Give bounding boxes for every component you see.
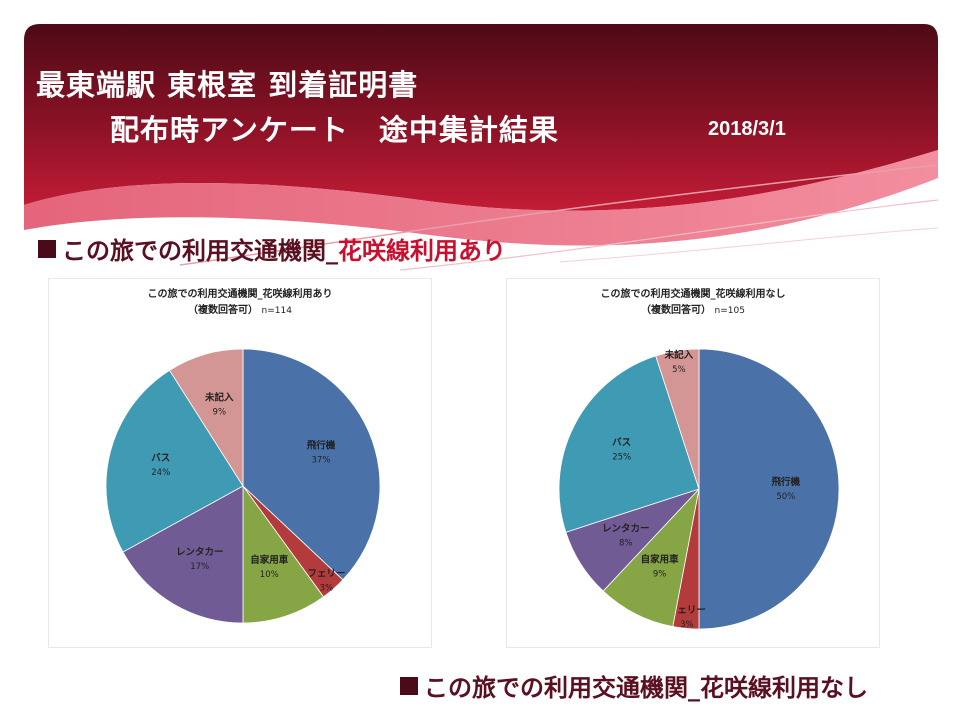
chart-title: この旅での利用交通機関_花咲線利用あり [147,289,333,300]
slice-percent-label: 24% [151,468,170,478]
section-heading-prefix: この旅での利用交通機関_ [62,237,338,265]
section-heading-with-hanasaki: この旅での利用交通機関_花咲線利用あり [38,231,506,266]
slice-label: 自家用車 [641,553,680,565]
chart-subtitle: （複数回答可） [641,305,712,316]
pie-slice-no-answer [655,348,700,490]
slice-label: 未記入 [664,349,694,361]
pie-chart-with-hanasaki: この旅での利用交通機関_花咲線利用あり （複数回答可） n=114 飛行機 37%… [48,278,432,648]
chart-subtitle-row: （複数回答可） n=105 [507,303,879,319]
chart-subtitle-row: （複数回答可） n=114 [49,303,431,319]
slice-percent-label: 9% [213,407,227,417]
slice-label: バス [151,452,170,464]
slice-percent-label: 25% [612,453,631,463]
pie-slice-airplane [698,348,840,630]
pie-slice-private-car [242,484,325,624]
section-heading-text: この旅での利用交通機関_花咲線利用なし [424,674,868,702]
pie-svg: 飛行機 37% フェリー 3% 自家用車 10% レンタカー 17% バス 24% 未記入 9% [105,348,381,624]
header-banner [24,24,939,271]
slice-percent-label: 17% [190,562,209,572]
pie-svg: 飛行機 50% フェリー 3% 自家用車 9% レンタカー 8% バス 25% 未記入 5% [558,348,840,630]
chart-sample-size: n=105 [714,306,745,316]
slice-label: フェリー [307,569,345,580]
slice-percent-label: 3% [320,584,334,594]
pie-slice-airplane [242,348,381,581]
chart-title: この旅での利用交通機関_花咲線利用なし [600,289,786,300]
slice-percent-label: 5% [672,365,686,375]
pie-slice-bus [558,355,700,533]
slice-label: バス [612,437,631,449]
chart-subtitle: （複数回答可） [188,305,259,316]
square-bullet-icon [400,677,418,695]
slice-label: レンタカー [176,546,224,558]
slice-percent-label: 50% [776,492,795,502]
section-heading-highlight: 花咲線利用あり [338,237,506,265]
page-title-line2: 配布時アンケート 途中集計結果 [110,113,559,147]
pie-chart-without-hanasaki: この旅での利用交通機関_花咲線利用なし （複数回答可） n=105 飛行機 50%… [506,278,880,648]
slice-percent-label: 3% [680,620,694,630]
slice-percent-label: 37% [312,455,331,465]
page-title-line1: 最東端駅 東根室 到着証明書 [36,68,419,102]
square-bullet-icon [38,240,56,258]
slice-label: 飛行機 [771,476,801,488]
slice-label: 自家用車 [250,554,289,566]
slice-label: フェリー [668,605,706,616]
pie-slice-private-car [602,487,700,627]
section-heading-without-hanasaki: この旅での利用交通機関_花咲線利用なし [400,668,868,703]
slice-label: レンタカー [602,523,650,535]
report-date: 2018/3/1 [708,118,786,140]
pie-slice-rental-car [122,485,244,624]
slice-percent-label: 9% [653,569,667,579]
slice-label: 飛行機 [306,439,336,451]
pie-slice-bus [105,369,244,553]
pie-slice-no-answer [169,348,244,488]
chart-sample-size: n=114 [261,306,292,316]
slice-percent-label: 8% [619,539,633,549]
slice-label: 未記入 [204,391,234,403]
slice-percent-label: 10% [260,570,279,580]
